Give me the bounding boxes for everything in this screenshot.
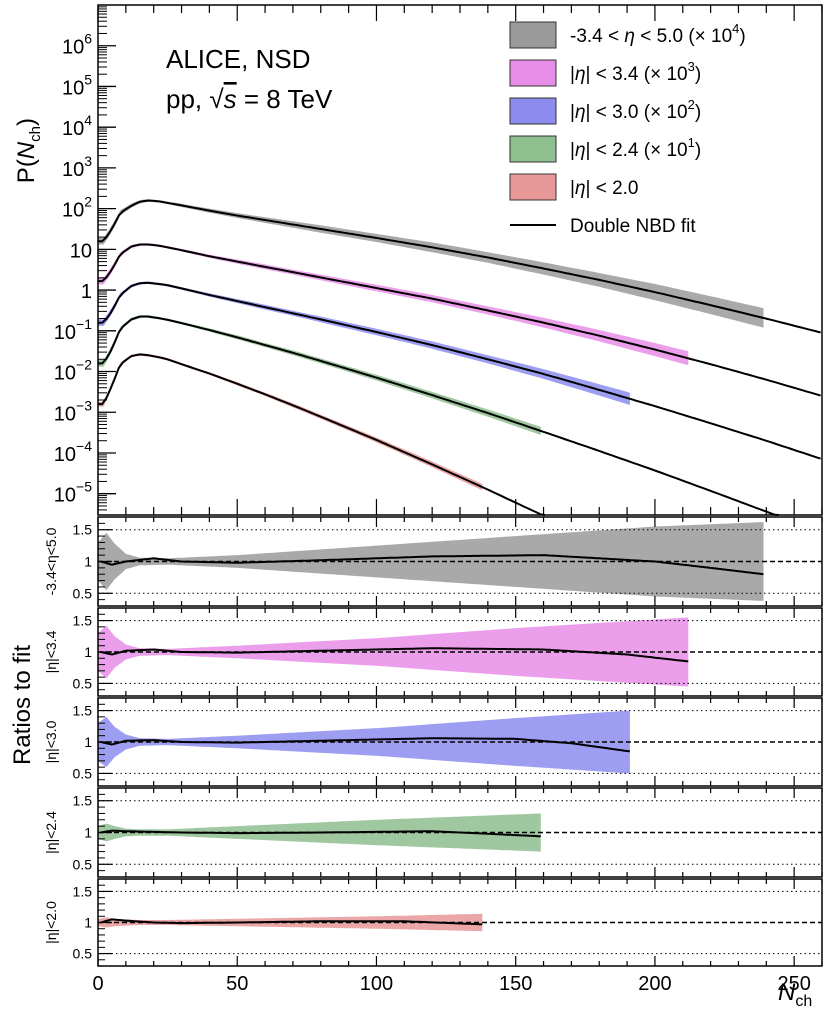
- y-tick-label: 10−5: [54, 479, 92, 507]
- ratio-panel-ylabel-2: |η|<3.4: [43, 630, 59, 673]
- ratio-y-tick-label: 0.5: [73, 675, 93, 691]
- ratio-y-tick-label: 1.5: [73, 613, 93, 629]
- ratio-y-tick-label: 1.5: [73, 793, 93, 809]
- data-band-3: [98, 281, 630, 405]
- x-tick-label: 200: [638, 973, 671, 995]
- ratio-line-2: [100, 647, 689, 663]
- ratio-panel-ylabel-5: |η|<2.0: [43, 901, 59, 944]
- x-tick-label: 250: [777, 973, 810, 995]
- fit-curve-2: [98, 243, 821, 397]
- y-tick-label: 10−2: [54, 357, 92, 385]
- legend-label-5: |η| < 2.0: [570, 178, 639, 199]
- ratio-panel-ylabel-4: |η|<2.4: [43, 811, 59, 854]
- fit-curve-4: [98, 315, 779, 516]
- fit-curve-5: [98, 353, 546, 516]
- ratio-panel-ylabel-1: -3.4<η<5.0: [43, 527, 59, 595]
- ratio-band-2: [98, 617, 689, 687]
- legend-swatch-1: [509, 21, 557, 49]
- collaboration-label: ALICE, NSD: [166, 44, 311, 74]
- ratio-y-tick-label: 0.5: [73, 765, 93, 781]
- y-tick-label: 103: [62, 153, 92, 181]
- fit-curves: [98, 199, 821, 516]
- y-tick-label: 10−4: [54, 438, 92, 466]
- ratio-panels: 0.5 1 1.5 -3.4<η<5.0 0.5 1 1.5 |η|<3.4 0.5 1 1.5 |η…: [43, 516, 823, 967]
- ratio-y-tick-label: 0.5: [73, 856, 93, 872]
- x-axis-ticks-top-panel: [97, 5, 823, 515]
- ratio-panel-3: 0.5 1 1.5 |η|<3.0: [43, 697, 823, 787]
- legend-label-4: |η| < 2.4 (× 101): [570, 135, 701, 161]
- ratio-panel-ylabel-3: |η|<3.0: [43, 720, 59, 763]
- ratio-line-4: [100, 829, 541, 838]
- ratio-panel-1: 0.5 1 1.5 -3.4<η<5.0: [43, 516, 823, 607]
- fit-curve-1: [98, 199, 821, 334]
- ratio-y-tick-label: 1: [84, 915, 92, 931]
- energy-label: pp, √s = 8 TeV: [166, 84, 333, 114]
- ratio-panel-4: 0.5 1 1.5 |η|<2.4: [43, 787, 823, 878]
- legend-label-3: |η| < 3.0 (× 102): [570, 97, 701, 123]
- ratio-y-tick-label: 1: [84, 825, 92, 841]
- legend: -3.4 < η < 5.0 (× 104) |η| < 3.4 (× 103) |…: [509, 21, 746, 237]
- x-axis-title: Nch: [778, 979, 812, 1009]
- ratio-y-tick-label: 1.5: [73, 703, 93, 719]
- y-tick-label: 10: [70, 240, 92, 262]
- x-tick-label: 0: [92, 973, 103, 995]
- ratio-y-tick-label: 1.5: [73, 883, 93, 899]
- legend-swatch-2: [509, 59, 557, 87]
- legend-swatch-4: [509, 135, 557, 163]
- ratio-line-3: [100, 737, 631, 753]
- y-tick-label: 105: [62, 71, 92, 99]
- ratio-common-ylabel: Ratios to fit: [9, 645, 36, 765]
- legend-label-1: -3.4 < η < 5.0 (× 104): [570, 21, 746, 47]
- ratio-y-tick-label: 1.5: [73, 522, 93, 538]
- y-axis-title: P(Nch): [13, 118, 44, 183]
- ratio-panel-2: 0.5 1 1.5 |η|<3.4: [43, 607, 823, 697]
- ratio-line-1: [100, 554, 764, 576]
- data-band-5: [98, 353, 483, 491]
- y-tick-label: 10−3: [54, 397, 92, 425]
- y-tick-label: 1: [81, 281, 92, 303]
- y-tick-label: 104: [62, 112, 92, 140]
- ratio-y-tick-label: 0.5: [73, 585, 93, 601]
- legend-label-fit: Double NBD fit: [570, 216, 696, 237]
- ratio-y-tick-label: 0.5: [73, 946, 93, 962]
- y-tick-label: 102: [62, 194, 92, 222]
- x-tick-label: 100: [360, 973, 393, 995]
- y-tick-label: 10−1: [54, 316, 92, 344]
- y-tick-label: 106: [62, 31, 92, 59]
- fit-curve-3: [98, 281, 821, 460]
- legend-swatch-5: [509, 173, 557, 201]
- data-band-2: [98, 243, 689, 366]
- x-tick-labels: 0 50 100 150 200 250: [92, 973, 810, 995]
- ratio-panel-5: 0.5 1 1.5 |η|<2.0: [43, 878, 823, 967]
- ratio-y-tick-label: 1: [84, 644, 92, 660]
- x-tick-label: 150: [499, 973, 532, 995]
- legend-swatch-3: [509, 97, 557, 125]
- legend-label-2: |η| < 3.4 (× 103): [570, 59, 701, 85]
- ratio-line-5: [100, 918, 483, 926]
- top-frame: [97, 4, 823, 516]
- ratio-y-tick-label: 1: [84, 554, 92, 570]
- ratio-y-tick-label: 1: [84, 734, 92, 750]
- x-tick-label: 50: [226, 973, 248, 995]
